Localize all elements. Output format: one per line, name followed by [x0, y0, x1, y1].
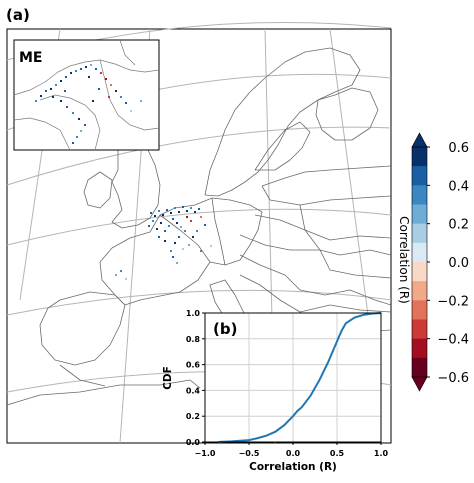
colorbar-segment	[412, 204, 427, 224]
colorbar-extend-max	[411, 132, 428, 148]
cdf-y-tick-label: 0.4	[186, 386, 201, 395]
cdf-y-tick-label: 0.0	[186, 438, 201, 447]
colorbar-segments	[411, 132, 428, 392]
panel-a-label: (a)	[6, 6, 30, 24]
cdf-y-axis-label: CDF	[162, 366, 174, 390]
colorbar-segment	[412, 300, 427, 320]
colorbar-tick-label: −0.4	[437, 333, 469, 348]
inset-frame	[13, 39, 160, 151]
cdf-panel: −1.0 −0.5 0.0 0.5 1.0 0.0 0.2 0.4 0.6 0.8 1.0 (b)…	[162, 309, 389, 473]
cdf-x-tick-label: 0.0	[286, 449, 301, 458]
colorbar-tick-label: 0.2	[448, 218, 469, 233]
colorbar-segment	[412, 223, 427, 244]
colorbar-label: Correlation (R)	[397, 216, 411, 304]
cdf-y-tick-label: 0.2	[186, 412, 200, 421]
inset-pixels	[35, 64, 142, 144]
colorbar-tick-label: 0.0	[448, 256, 469, 271]
colorbar-segment	[412, 166, 427, 186]
colorbar-segment	[412, 262, 427, 282]
colorbar-tick-label: −0.2	[437, 294, 469, 309]
cdf-x-axis-label: Correlation (R)	[249, 461, 337, 473]
colorbar-tick-label: −0.6	[437, 371, 469, 386]
colorbar-segment	[412, 319, 427, 339]
colorbar-segment	[412, 338, 427, 359]
colorbar-extend-min	[411, 376, 428, 392]
colorbar-segment	[412, 281, 427, 301]
cdf-y-tick-label: 0.6	[186, 361, 201, 370]
map-panel: ME (a)	[6, 6, 392, 444]
cdf-x-axis: −1.0 −0.5 0.0 0.5 1.0	[195, 442, 389, 458]
cdf-panel-label: (b)	[213, 320, 237, 338]
cdf-y-tick-label: 1.0	[186, 309, 201, 318]
colorbar-segment	[412, 357, 427, 378]
colorbar-segment	[412, 147, 427, 167]
inset-label: ME	[19, 50, 43, 66]
cdf-series-line	[218, 312, 382, 443]
colorbar-segment	[412, 185, 427, 205]
colorbar-ticks: 0.6 0.4 0.2 0.0 −0.2 −0.4 −0.6	[427, 141, 469, 386]
cdf-x-tick-label: −1.0	[195, 449, 216, 458]
cdf-x-tick-label: 1.0	[374, 449, 389, 458]
inset-me: ME	[13, 39, 160, 151]
cdf-x-tick-label: −0.5	[239, 449, 260, 458]
colorbar-tick-label: 0.4	[448, 179, 469, 194]
colorbar-segment	[412, 242, 427, 263]
cdf-y-tick-label: 0.8	[186, 335, 201, 344]
colorbar: 0.6 0.4 0.2 0.0 −0.2 −0.4 −0.6 Correlation (R)	[397, 132, 469, 392]
colorbar-tick-label: 0.6	[448, 141, 469, 156]
correlation-pixels	[115, 206, 212, 280]
cdf-y-axis: 0.0 0.2 0.4 0.6 0.8 1.0	[186, 309, 205, 447]
cdf-x-tick-label: 0.5	[330, 449, 345, 458]
